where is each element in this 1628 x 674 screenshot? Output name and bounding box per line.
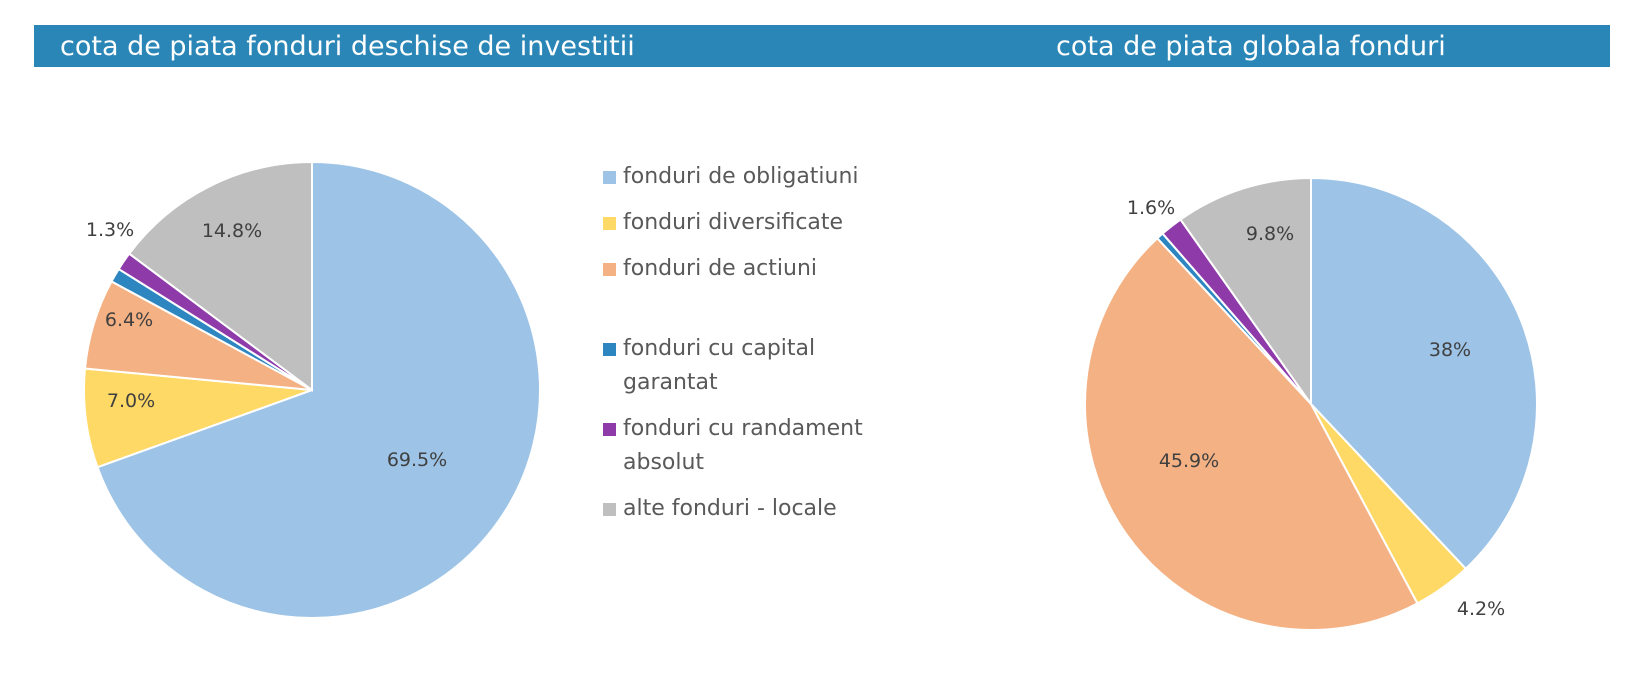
pie-slice	[127, 160, 313, 392]
header-bar: cota de piata fonduri deschise de invest…	[34, 25, 1610, 67]
legend-label: fonduri cu capital garantat	[623, 336, 816, 395]
legend-item-actiuni: fonduri de actiuni	[603, 252, 883, 286]
legend-swatch	[603, 263, 616, 276]
legend-item-diversificate: fonduri diversificate	[603, 206, 883, 240]
legend-swatch	[603, 423, 616, 436]
right-chart-title: cota de piata globala fonduri	[1056, 31, 1446, 62]
slice-data-label: 1.3%	[86, 219, 134, 241]
left-chart-title: cota de piata fonduri deschise de invest…	[60, 31, 635, 62]
slice-data-label: 9.8%	[1246, 223, 1294, 245]
pie-slice	[1310, 176, 1539, 571]
legend-label: fonduri de obligatiuni	[623, 164, 859, 189]
legend-item-obligatiuni: fonduri de obligatiuni	[603, 160, 883, 194]
legend-label: fonduri de actiuni	[623, 256, 818, 281]
legend-swatch	[603, 171, 616, 184]
slice-data-label: 45.9%	[1159, 450, 1219, 472]
legend-swatch	[603, 217, 616, 230]
legend-item-randament-absolut: fonduri cu randament absolut	[603, 412, 883, 480]
legend-item-alte-fonduri: alte fonduri - locale	[603, 492, 883, 526]
pie-slice	[1179, 176, 1312, 408]
slice-data-label: 4.2%	[1457, 598, 1505, 620]
slice-data-label: 7.0%	[107, 390, 155, 412]
legend: fonduri de obligatiuni fonduri diversifi…	[603, 160, 883, 526]
slice-data-label: 14.8%	[202, 220, 262, 242]
legend-swatch	[603, 343, 616, 356]
legend-label: alte fonduri - locale	[623, 496, 837, 521]
slice-data-label: 38%	[1429, 339, 1471, 361]
legend-item-capital-garantat: fonduri cu capital garantat	[603, 332, 883, 400]
legend-swatch	[603, 503, 616, 516]
legend-label: fonduri diversificate	[623, 210, 844, 235]
pie-slice	[96, 160, 541, 619]
legend-label: fonduri cu randament absolut	[623, 416, 863, 475]
slice-data-label: 1.6%	[1127, 197, 1175, 219]
pie-slice	[1084, 236, 1419, 632]
slice-data-label: 69.5%	[387, 449, 447, 471]
slice-data-label: 6.4%	[105, 309, 153, 331]
